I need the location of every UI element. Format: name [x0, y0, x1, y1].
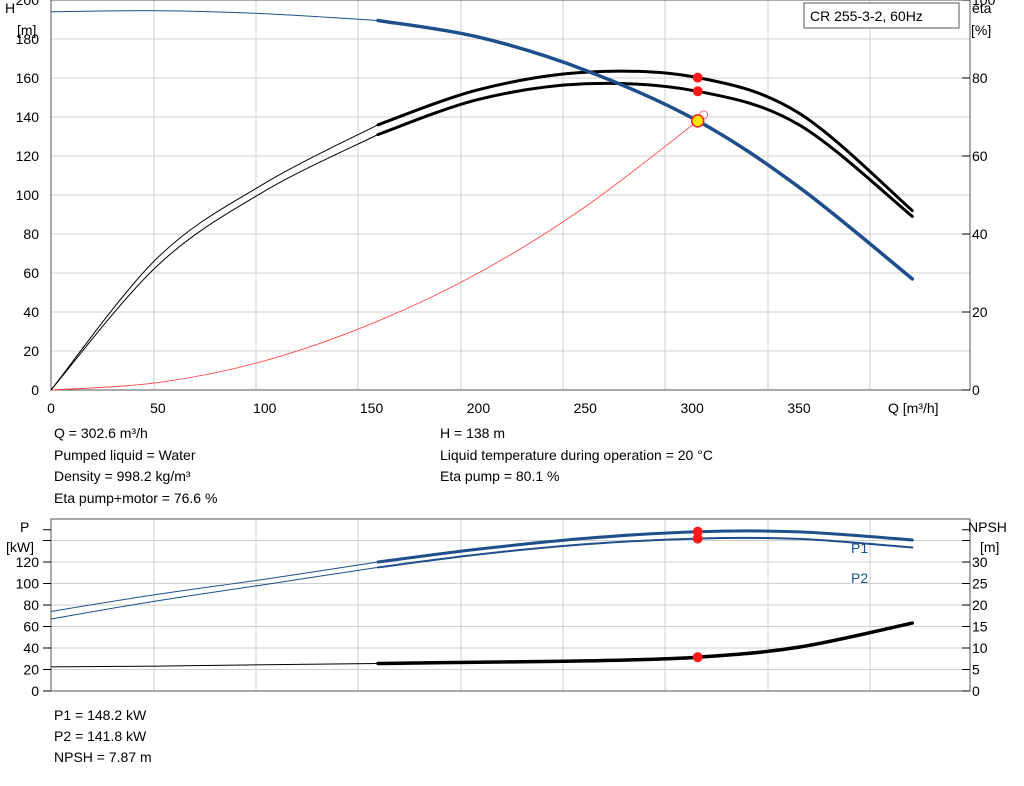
eta-pump-operating-point: [692, 72, 703, 83]
y2-tick-label: 10: [972, 640, 988, 656]
y2-tick-label: 30: [972, 554, 988, 570]
info-npsh: NPSH = 7.87 m: [54, 749, 152, 765]
y2-tick-label: 15: [972, 619, 988, 635]
top-chart-x-ticks: 0 50 100 150 200 250 300 350: [47, 400, 811, 416]
y-tick-label: 120: [16, 554, 40, 570]
top-chart-y2-ticks: 0 20 40 60 80 100: [962, 0, 996, 398]
y2-tick-label: 100: [972, 0, 996, 8]
y-tick-label: 40: [23, 640, 39, 656]
bottom-y-axis-unit: [kW]: [6, 539, 34, 555]
eta-pump-curve-extrapolated-line: [50, 124, 379, 391]
y2-tick-label: 5: [972, 662, 980, 678]
info-liquid-temperature: Liquid temperature during operation = 20…: [440, 447, 713, 463]
top-y-axis-label: H: [5, 0, 15, 16]
info-eta-pump: Eta pump = 80.1 %: [440, 468, 559, 484]
head-operating-point: [690, 114, 705, 128]
p2-operating-point: [692, 533, 703, 544]
info-p1: P1 = 148.2 kW: [54, 707, 147, 723]
top-chart-plot-frame: [50, 0, 971, 391]
npsh-curve-extrapolated-line: [50, 663, 379, 668]
bottom-chart: 0 20 40 60 80 100 120 0 5 10 15 20 25 30 P [kW] NPSH…: [6, 518, 1007, 699]
x-tick-label: 300: [680, 400, 704, 416]
y-tick-label: 40: [23, 304, 39, 320]
info-eta-pump-motor: Eta pump+motor = 76.6 %: [54, 490, 217, 506]
y2-tick-label: 40: [972, 226, 988, 242]
y-tick-label: 80: [23, 597, 39, 613]
bottom-info-block: P1 = 148.2 kW P2 = 141.8 kW NPSH = 7.87 …: [54, 707, 152, 765]
y2-tick-label: 60: [972, 148, 988, 164]
bottom-chart-y-ticks: 0 20 40 60 80 100 120: [16, 529, 51, 699]
x-tick-label: 0: [47, 400, 55, 416]
y-tick-label: 120: [16, 148, 40, 164]
bottom-chart-y2-ticks: 0 5 10 15 20 25 30: [962, 529, 988, 699]
top-chart-grid: [50, 0, 970, 391]
eta-total-curve-extrapolated-line: [50, 134, 379, 391]
top-y2-axis-label: eta: [972, 0, 992, 16]
bottom-y2-axis-unit: [m]: [980, 539, 999, 555]
top-x-axis-label: Q [m³/h]: [888, 400, 939, 416]
top-chart-y-ticks: 0 20 40 60 80 100 120 140 160 180 200: [16, 0, 40, 398]
p1-curve-line: [376, 529, 914, 564]
x-tick-label: 150: [360, 400, 384, 416]
bottom-y-axis-label: P: [20, 519, 29, 535]
x-tick-label: 350: [787, 400, 811, 416]
y-tick-label: 100: [16, 187, 40, 203]
x-tick-label: 50: [150, 400, 166, 416]
chart-title-box: [803, 2, 960, 29]
y-tick-label: 0: [31, 382, 39, 398]
p1-curve-extrapolated-line: [50, 561, 379, 612]
chart-title: CR 255-3-2, 60Hz: [810, 8, 923, 24]
x-tick-label: 200: [467, 400, 491, 416]
top-info-block: Q = 302.6 m³/h Pumped liquid = Water Den…: [54, 425, 713, 506]
y-tick-label: 60: [23, 619, 39, 635]
p1-operating-point: [692, 526, 703, 537]
y2-tick-label: 80: [972, 70, 988, 86]
bottom-y2-axis-label: NPSH: [968, 519, 1007, 535]
eta-pump-curve-line: [376, 69, 914, 213]
y2-tick-label: 20: [972, 597, 988, 613]
info-head: H = 138 m: [440, 425, 505, 441]
eta-total-curve-line: [376, 81, 914, 218]
x-tick-label: 100: [253, 400, 277, 416]
top-y-axis-unit: [m]: [17, 22, 36, 38]
y-tick-label: 200: [16, 0, 40, 8]
bottom-chart-operating-points: [692, 526, 703, 663]
top-chart-operating-points: [690, 72, 709, 128]
p2-curve-line: [377, 536, 914, 569]
y-tick-label: 20: [23, 662, 39, 678]
head-curve-line: [376, 18, 915, 281]
series-label-p2: P2: [851, 570, 868, 586]
series-label-p1: P1: [851, 540, 868, 556]
y-tick-label: 140: [16, 109, 40, 125]
y2-tick-label: 25: [972, 576, 988, 592]
npsh-operating-point: [692, 652, 703, 663]
y2-tick-label: 0: [972, 382, 980, 398]
eta-total-operating-point: [692, 86, 703, 97]
npsh-curve-line: [376, 621, 915, 666]
x-tick-label: 250: [574, 400, 598, 416]
y-tick-label: 60: [23, 265, 39, 281]
y-tick-label: 20: [23, 343, 39, 359]
y-tick-label: 160: [16, 70, 40, 86]
p2-curve-extrapolated-line: [50, 566, 379, 620]
info-pumped-liquid: Pumped liquid = Water: [54, 447, 196, 463]
y-tick-label: 180: [16, 31, 40, 47]
top-chart: 0 50 100 150 200 250 300 350 020406080100120140…: [5, 0, 996, 416]
y2-tick-label: 0: [972, 683, 980, 699]
y-tick-label: 0: [31, 683, 39, 699]
y-tick-label: 80: [23, 226, 39, 242]
info-p2: P2 = 141.8 kW: [54, 728, 147, 744]
head-curve-extrapolated-line: [50, 10, 379, 21]
system-curve-line: [50, 120, 698, 391]
info-flow: Q = 302.6 m³/h: [54, 425, 148, 441]
y2-tick-label: 20: [972, 304, 988, 320]
top-y2-axis-unit: [%]: [971, 22, 991, 38]
top-chart-series: [50, 10, 915, 391]
info-density: Density = 998.2 kg/m³: [54, 468, 191, 484]
y-tick-label: 100: [16, 576, 40, 592]
bottom-chart-series: [50, 529, 915, 668]
